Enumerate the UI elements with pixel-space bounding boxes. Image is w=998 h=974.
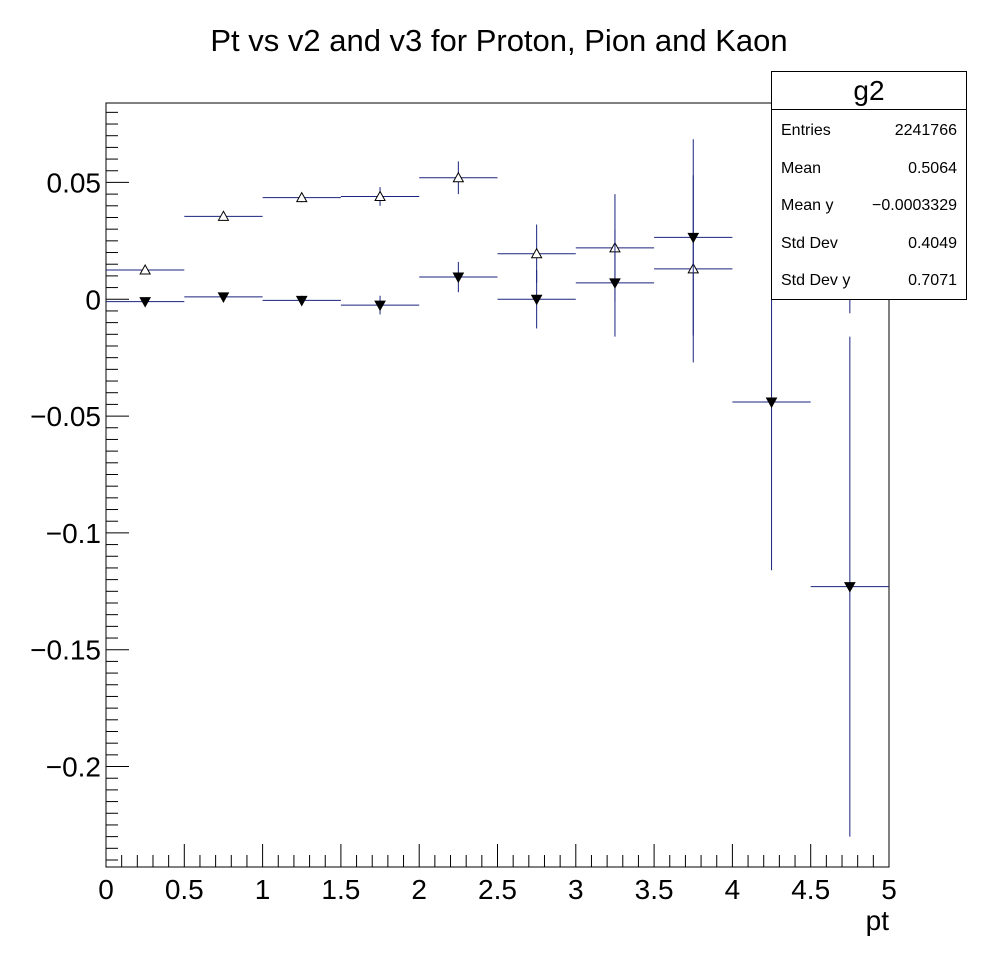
data-point-marker [452, 272, 465, 284]
stats-label: Entries [781, 122, 831, 139]
x-tick-label: 3 [568, 874, 584, 905]
data-point-marker [295, 191, 308, 203]
data-point-marker [687, 232, 700, 244]
y-tick-label: −0.15 [30, 635, 101, 666]
x-tick-label: 2 [411, 874, 427, 905]
y-tick-label: 0.05 [47, 167, 102, 198]
axes: 0 0.5 1 1.5 2 2.5 3 3.5 4 4.5 5 0.05 0 −0.05 −0.1 −0.15… [30, 111, 897, 905]
stats-value: −0.0003329 [872, 197, 957, 214]
chart-title: Pt vs v2 and v3 for Proton, Pion and Kao… [210, 23, 787, 58]
stats-label: Std Dev [781, 234, 838, 252]
x-tick-label: 4 [725, 874, 741, 905]
x-tick-label: 1 [255, 874, 271, 905]
x-tick-label: 3.5 [635, 874, 674, 905]
stats-label: Mean y [781, 197, 834, 214]
y-tick-label: −0.05 [30, 401, 101, 432]
data-point-marker [217, 292, 230, 303]
y-tick-label: −0.1 [46, 518, 101, 549]
data-point-marker [139, 264, 151, 275]
stats-row-mean-y: Mean y −0.0003329 [772, 185, 966, 223]
data-point-marker [530, 294, 543, 306]
stats-row-mean: Mean 0.5064 [772, 148, 966, 186]
data-point-marker [844, 582, 856, 593]
stats-box: g2 Entries 2241766 Mean 0.5064 Mean y −0… [771, 71, 967, 300]
stats-row-std-dev-y: Std Dev y 0.7071 [772, 260, 966, 298]
data-point-marker [374, 300, 386, 312]
x-tick-label: 0 [98, 874, 114, 905]
stats-label: Std Dev y [781, 272, 851, 289]
x-tick-label: 5 [881, 874, 897, 905]
data-point-marker [374, 190, 386, 201]
stats-row-std-dev: Std Dev 0.4049 [772, 223, 966, 261]
y-tick-label: 0 [85, 284, 101, 315]
data-point-marker [217, 210, 230, 221]
stats-value: 0.5064 [908, 159, 957, 177]
stats-value: 0.7071 [908, 272, 957, 289]
x-tick-label: 2.5 [478, 874, 517, 905]
data-point-marker [139, 297, 151, 308]
y-tick-label: −0.2 [46, 752, 101, 783]
stats-value: 2241766 [894, 122, 957, 139]
data-point-marker [295, 295, 308, 307]
x-tick-label: 4.5 [791, 874, 830, 905]
stats-row-entries: Entries 2241766 [772, 110, 966, 148]
stats-value: 0.4049 [908, 234, 957, 252]
data-point-marker [452, 171, 465, 183]
series-1 [106, 139, 889, 837]
data-point-marker [765, 397, 778, 409]
x-tick-label: 1.5 [321, 874, 360, 905]
x-axis-title: pt [866, 905, 890, 936]
stats-label: Mean [781, 159, 822, 177]
stats-box-title: g2 [772, 72, 966, 110]
data-point-marker [609, 278, 621, 289]
data-point-marker [530, 247, 543, 259]
x-tick-label: 0.5 [165, 874, 204, 905]
